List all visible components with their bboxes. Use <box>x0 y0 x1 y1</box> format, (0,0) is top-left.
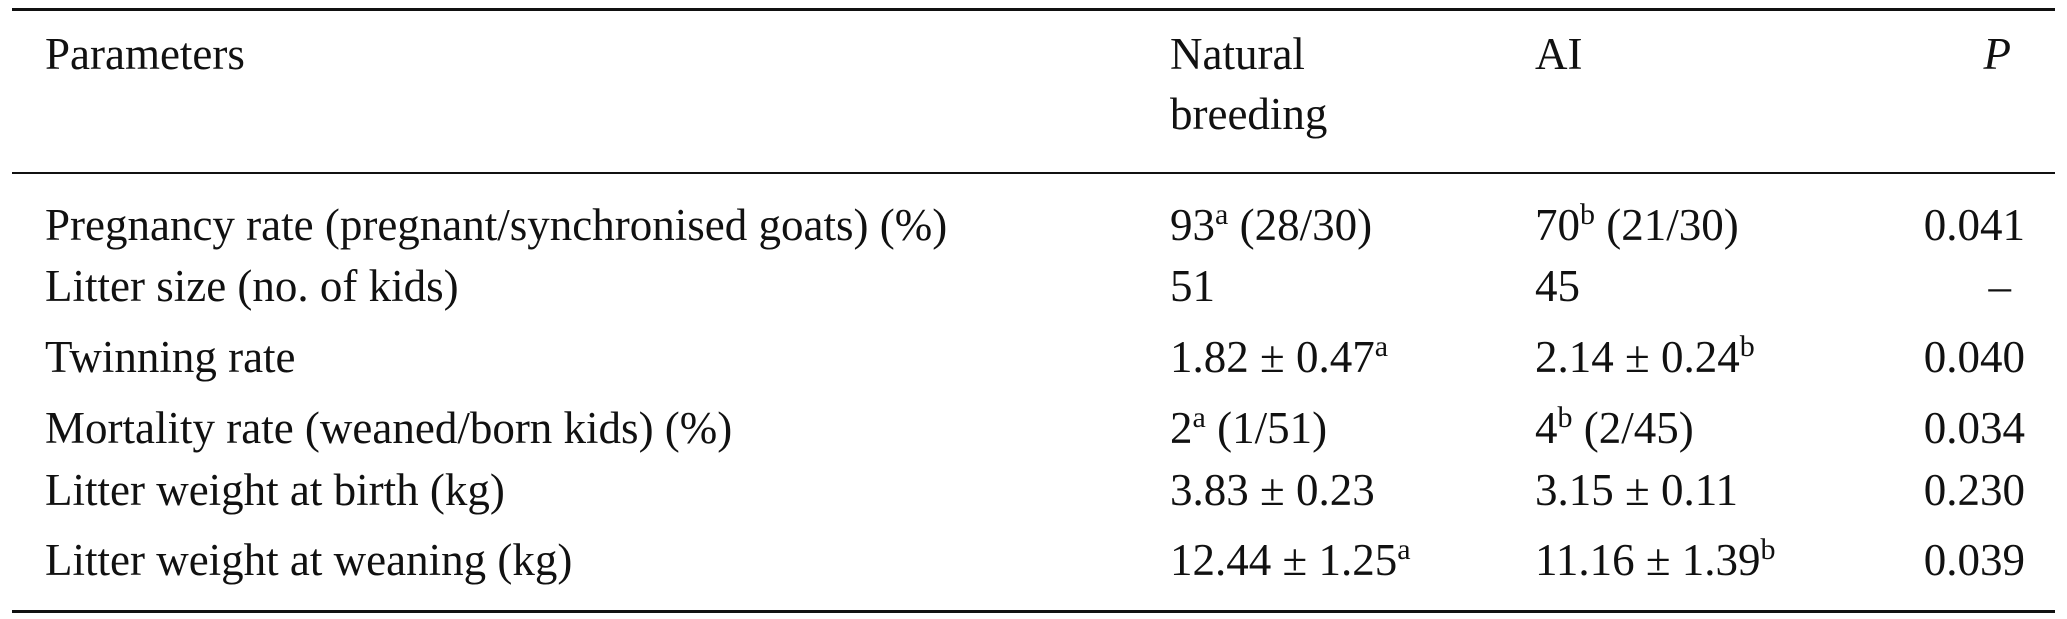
row-parameter: Litter weight at weaning (kg) <box>45 535 573 585</box>
row-natural-value: 51 <box>1170 261 1215 311</box>
significance-superscript: b <box>1557 401 1573 434</box>
row-p-value: 0.041 <box>1923 200 2025 250</box>
header-parameters: Parameters <box>45 29 245 79</box>
row-parameter: Litter size (no. of kids) <box>45 261 459 311</box>
header-natural-line2: breeding <box>1170 89 1328 139</box>
row-p-value: 0.034 <box>1923 403 2025 453</box>
row-ai-value: 3.15 ± 0.11 <box>1535 465 1739 515</box>
row-natural-value: 1.82 ± 0.47a <box>1170 330 1389 383</box>
row-natural-value: 3.83 ± 0.23 <box>1170 465 1375 515</box>
row-parameter: Twinning rate <box>45 332 296 382</box>
significance-superscript: b <box>1580 198 1595 231</box>
significance-superscript: a <box>1192 401 1206 434</box>
row-natural-value: 12.44 ± 1.25a <box>1170 533 1411 586</box>
row-parameter: Pregnancy rate (pregnant/synchronised go… <box>45 200 948 250</box>
significance-superscript: a <box>1397 533 1411 566</box>
row-ai-value: 70b (21/30) <box>1535 198 1739 251</box>
row-ai-value: 11.16 ± 1.39b <box>1535 533 1776 586</box>
header-p-value: P <box>1983 29 2012 79</box>
row-ai-value: 4b (2/45) <box>1535 401 1694 454</box>
significance-superscript: a <box>1374 330 1389 363</box>
table-bottom-rule <box>12 610 2055 613</box>
row-parameter: Mortality rate (weaned/born kids) (%) <box>45 403 733 453</box>
row-ai-value: 45 <box>1535 261 1580 311</box>
significance-superscript: b <box>1760 533 1776 566</box>
table-top-rule <box>12 8 2055 11</box>
header-ai: AI <box>1535 29 1583 79</box>
table-header-rule <box>12 172 2055 174</box>
header-natural-breeding: Natural breeding <box>1170 24 1327 144</box>
row-parameter: Litter weight at birth (kg) <box>45 465 505 515</box>
row-natural-value: 2a (1/51) <box>1170 401 1328 454</box>
significance-superscript: b <box>1739 330 1755 363</box>
row-p-value: 0.039 <box>1923 535 2025 585</box>
row-p-value: 0.230 <box>1923 465 2025 515</box>
row-natural-value: 93a (28/30) <box>1170 198 1373 251</box>
row-p-value: 0.040 <box>1923 332 2025 382</box>
header-natural-line1: Natural <box>1170 29 1305 79</box>
significance-superscript: a <box>1215 198 1229 231</box>
row-p-value: – <box>1988 261 2012 311</box>
row-ai-value: 2.14 ± 0.24b <box>1535 330 1755 383</box>
